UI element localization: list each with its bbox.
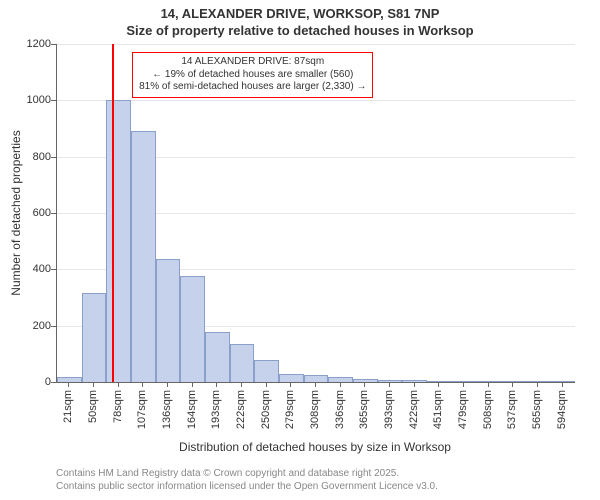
y-tick-label: 400 <box>33 263 51 275</box>
x-tick-mark <box>340 382 341 387</box>
x-tick-label: 21sqm <box>62 390 74 423</box>
histogram-bar <box>156 259 181 382</box>
x-tick-label: 537sqm <box>506 390 518 429</box>
x-tick-mark <box>512 382 513 387</box>
x-tick-label: 136sqm <box>161 390 173 429</box>
histogram-bar <box>82 293 107 382</box>
chart-container: 14, ALEXANDER DRIVE, WORKSOP, S81 7NP Si… <box>0 0 600 500</box>
x-tick-label: 508sqm <box>482 390 494 429</box>
y-tick-label: 200 <box>33 320 51 332</box>
histogram-bar <box>180 276 205 382</box>
y-tick-mark <box>51 326 56 327</box>
annotation-line: ← 19% of detached houses are smaller (56… <box>139 69 366 82</box>
x-tick-mark <box>389 382 390 387</box>
x-tick-mark <box>364 382 365 387</box>
histogram-bar <box>550 381 575 382</box>
x-tick-mark <box>488 382 489 387</box>
x-tick-label: 50sqm <box>87 390 99 423</box>
x-tick-mark <box>68 382 69 387</box>
y-axis-label: Number of detached properties <box>9 130 23 295</box>
x-tick-label: 308sqm <box>309 390 321 429</box>
x-tick-label: 565sqm <box>531 390 543 429</box>
x-tick-mark <box>414 382 415 387</box>
x-tick-label: 479sqm <box>457 390 469 429</box>
histogram-bar <box>230 344 255 382</box>
y-tick-mark <box>51 269 56 270</box>
y-tick-label: 1200 <box>27 38 51 50</box>
x-tick-label: 365sqm <box>358 390 370 429</box>
x-tick-mark <box>463 382 464 387</box>
x-tick-mark <box>438 382 439 387</box>
gridline <box>57 100 575 101</box>
y-tick-mark <box>51 44 56 45</box>
histogram-bar <box>254 360 279 382</box>
y-tick-mark <box>51 157 56 158</box>
y-tick-mark <box>51 100 56 101</box>
histogram-bar <box>353 379 378 382</box>
x-tick-label: 250sqm <box>260 390 272 429</box>
histogram-bar <box>476 381 501 382</box>
y-tick-label: 800 <box>33 151 51 163</box>
x-tick-label: 78sqm <box>112 390 124 423</box>
x-tick-label: 222sqm <box>235 390 247 429</box>
x-tick-mark <box>562 382 563 387</box>
x-tick-mark <box>315 382 316 387</box>
x-tick-label: 594sqm <box>556 390 568 429</box>
x-tick-label: 107sqm <box>136 390 148 429</box>
x-tick-mark <box>167 382 168 387</box>
histogram-bar <box>279 374 304 382</box>
property-marker-line <box>112 44 114 382</box>
y-tick-label: 600 <box>33 207 51 219</box>
gridline <box>57 44 575 45</box>
x-tick-mark <box>216 382 217 387</box>
x-axis-label: Distribution of detached houses by size … <box>179 440 451 454</box>
x-tick-label: 336sqm <box>334 390 346 429</box>
x-tick-mark <box>266 382 267 387</box>
title-line-2: Size of property relative to detached ho… <box>0 23 600 40</box>
histogram-bar <box>427 381 452 382</box>
x-tick-label: 451sqm <box>432 390 444 429</box>
annotation-line: 81% of semi-detached houses are larger (… <box>139 81 366 94</box>
x-tick-label: 279sqm <box>284 390 296 429</box>
x-tick-mark <box>192 382 193 387</box>
histogram-bar <box>131 131 156 382</box>
title-line-1: 14, ALEXANDER DRIVE, WORKSOP, S81 7NP <box>0 6 600 23</box>
histogram-bar <box>501 381 526 382</box>
histogram-bar <box>205 332 230 382</box>
x-tick-mark <box>118 382 119 387</box>
y-tick-mark <box>51 382 56 383</box>
footer-line-1: Contains HM Land Registry data © Crown c… <box>56 468 438 481</box>
histogram-bar <box>328 377 353 382</box>
x-tick-mark <box>142 382 143 387</box>
annotation-box: 14 ALEXANDER DRIVE: 87sqm← 19% of detach… <box>132 52 373 98</box>
x-tick-mark <box>93 382 94 387</box>
x-tick-label: 422sqm <box>408 390 420 429</box>
histogram-bar <box>304 375 329 382</box>
y-tick-mark <box>51 213 56 214</box>
x-tick-mark <box>241 382 242 387</box>
x-tick-label: 393sqm <box>383 390 395 429</box>
x-tick-label: 164sqm <box>186 390 198 429</box>
plot-area: 14 ALEXANDER DRIVE: 87sqm← 19% of detach… <box>56 44 575 383</box>
annotation-line: 14 ALEXANDER DRIVE: 87sqm <box>139 56 366 69</box>
histogram-bar <box>402 380 427 382</box>
histogram-bar <box>57 377 82 382</box>
x-tick-mark <box>290 382 291 387</box>
histogram-bar <box>106 100 131 382</box>
footer-line-2: Contains public sector information licen… <box>56 481 438 494</box>
chart-title: 14, ALEXANDER DRIVE, WORKSOP, S81 7NP Si… <box>0 0 600 39</box>
attribution-footer: Contains HM Land Registry data © Crown c… <box>56 468 438 493</box>
x-tick-label: 193sqm <box>210 390 222 429</box>
y-tick-label: 1000 <box>27 94 51 106</box>
x-tick-mark <box>537 382 538 387</box>
